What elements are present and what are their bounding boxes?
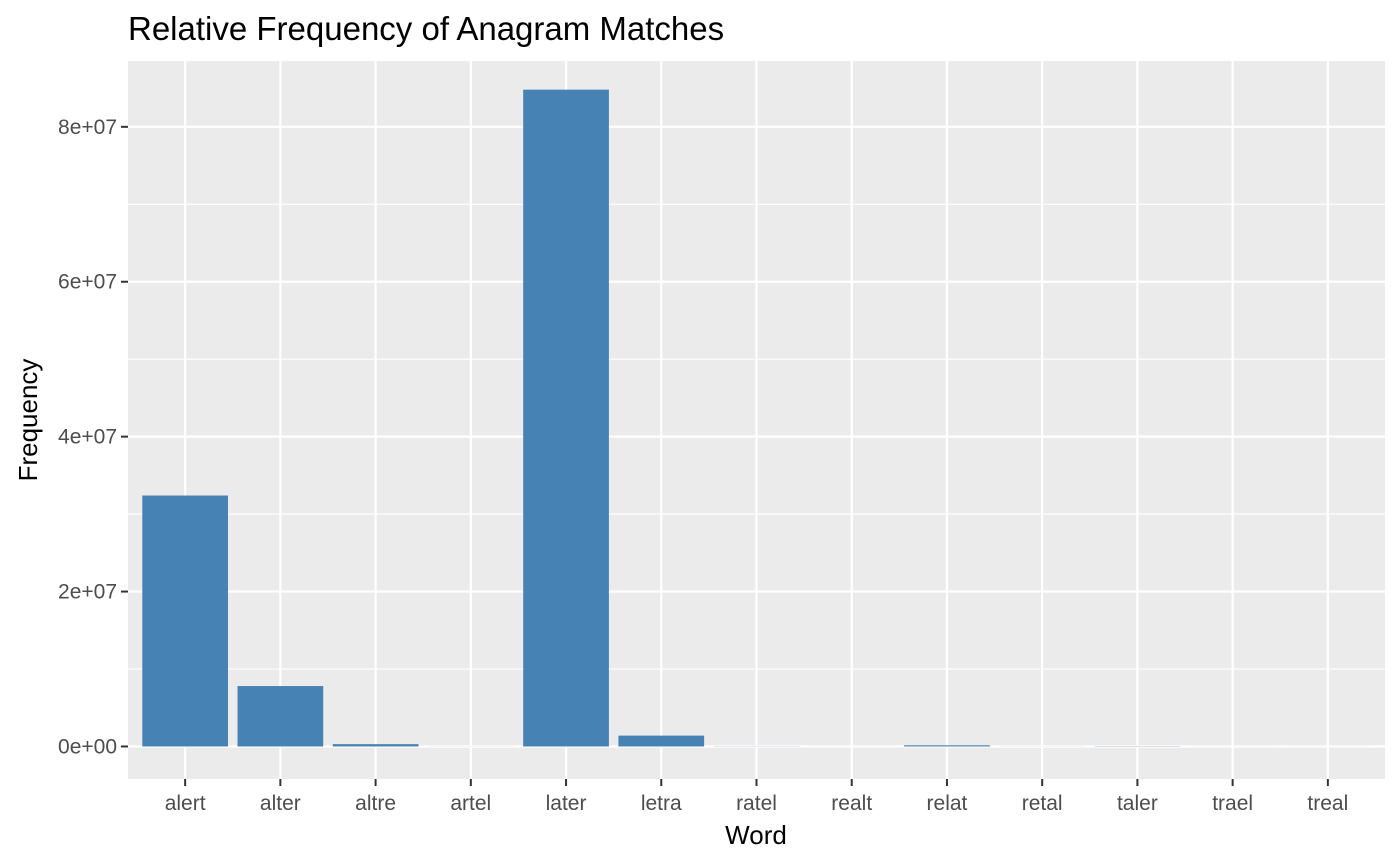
x-tick-label-relat: relat xyxy=(927,792,968,815)
x-axis-title: Word xyxy=(725,820,787,850)
x-tick-label-retal: retal xyxy=(1022,792,1063,815)
y-axis-ticks: 0e+00 2e+07 4e+07 6e+07 8e+07 xyxy=(58,116,128,758)
x-tick-label-later: later xyxy=(546,792,587,815)
x-tick-label-altre: altre xyxy=(355,792,396,815)
x-tick-label-taler: taler xyxy=(1117,792,1158,815)
x-tick-label-treal: treal xyxy=(1307,792,1348,815)
bar-alter xyxy=(237,686,324,747)
major-gridlines xyxy=(128,61,1385,779)
x-tick-label-ratel: ratel xyxy=(736,792,777,815)
bar-altre xyxy=(332,744,419,747)
x-tick-label-trael: trael xyxy=(1212,792,1253,815)
x-tick-label-realt: realt xyxy=(831,792,872,815)
bars xyxy=(142,89,1371,747)
y-axis-title: Frequency xyxy=(13,359,43,482)
chart-title: Relative Frequency of Anagram Matches xyxy=(128,10,724,47)
y-tick-label: 4e+07 xyxy=(58,426,117,449)
x-tick-label-alert: alert xyxy=(165,792,206,815)
y-tick-label: 0e+00 xyxy=(58,735,117,758)
bar-alert xyxy=(142,495,228,747)
x-axis-ticks: alert alter altre artel later letra ratel realt… xyxy=(165,779,1348,815)
bar-relat xyxy=(904,745,990,747)
y-tick-label: 6e+07 xyxy=(58,271,117,294)
x-tick-label-alter: alter xyxy=(260,792,301,815)
y-tick-label: 8e+07 xyxy=(58,116,117,139)
bar-letra xyxy=(618,735,705,747)
x-tick-label-artel: artel xyxy=(450,792,491,815)
y-tick-label: 2e+07 xyxy=(58,581,117,604)
x-tick-label-letra: letra xyxy=(641,792,682,815)
bar-later xyxy=(523,89,609,747)
